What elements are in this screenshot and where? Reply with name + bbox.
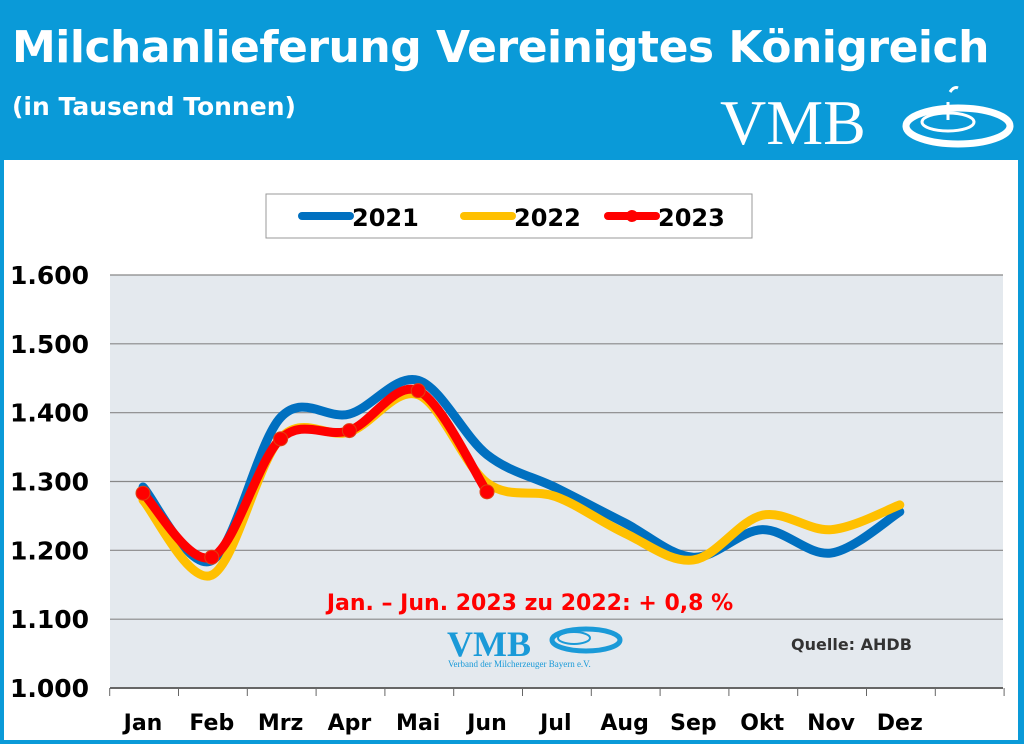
vmb-logo: VMB [720,86,1014,150]
line-chart: 1.000 1.100 1.200 1.300 1.400 1.500 1.600 Jan Fe… [10,193,1005,736]
source-label: Quelle: AHDB [791,635,912,654]
x-tick-label: Mrz [258,711,304,736]
page-subtitle: (in Tausend Tonnen) [12,92,296,121]
header: Milchanlieferung Vereinigtes Königreich … [0,0,1024,150]
x-tick-label: Apr [328,711,372,736]
legend-marker [626,210,638,222]
y-tick-label: 1.100 [10,605,89,634]
y-tick-label: 1.500 [10,330,89,359]
x-tick-label: Feb [189,711,234,736]
x-tick-label: Jun [465,711,507,736]
x-tick-label: Jan [122,711,163,736]
y-tick-label: 1.200 [10,536,89,565]
y-tick-label: 1.400 [10,399,89,428]
x-tick-label: Jul [538,711,571,736]
x-tick-label: Mai [396,711,440,736]
legend-label: 2021 [352,204,419,232]
milk-drop-swirl-icon [902,86,1014,148]
y-tick-label: 1.600 [10,261,89,290]
data-point-2023 [273,431,289,447]
x-tick-label: Dez [877,711,923,736]
inner-logo-text: VMB [447,624,531,664]
legend-label: 2023 [658,204,725,232]
inner-logo-caption: Verband der Milcherzeuger Bayern e.V. [448,659,591,669]
x-tick-label: Nov [807,711,856,736]
legend-label: 2022 [514,204,581,232]
x-tick-label: Sep [670,711,717,736]
data-point-2023 [410,383,426,399]
data-point-2023 [204,549,220,565]
data-point-2023 [135,485,151,501]
logo-text: VMB [720,87,866,150]
page-title: Milchanlieferung Vereinigtes Königreich [12,22,989,73]
y-tick-label: 1.300 [10,468,89,497]
x-tick-label: Aug [600,711,648,736]
chart-panel: 1.000 1.100 1.200 1.300 1.400 1.500 1.600 Jan Fe… [2,158,1020,742]
annotation: Jan. – Jun. 2023 zu 2022: + 0,8 % [325,591,733,616]
milk-drop-swirl-icon [549,626,623,654]
series-line-2021 [138,374,905,567]
data-point-2023 [479,484,495,500]
y-tick-label: 1.000 [10,674,89,703]
data-point-2023 [341,423,357,439]
x-tick-label: Okt [740,711,784,736]
